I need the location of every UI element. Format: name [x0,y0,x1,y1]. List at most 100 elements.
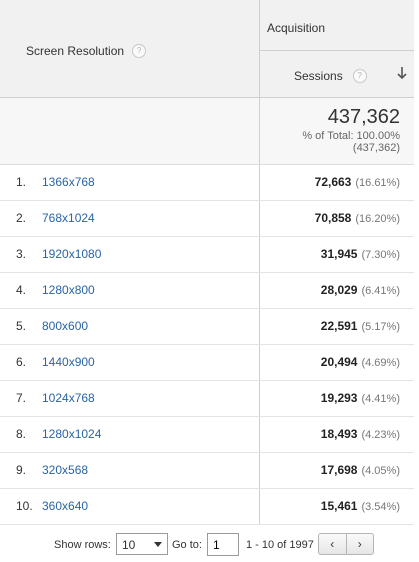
row-number: 7. [16,391,27,405]
sessions-value: 15,461 [320,499,358,513]
next-page-button[interactable]: › [345,534,374,554]
row-number: 8. [16,427,27,441]
sessions-percent: (6.41%) [361,285,400,297]
row-range-text: 1 - 10 of 1997 [246,539,314,551]
sessions-percent: (16.61%) [355,177,400,189]
resolution-link[interactable]: 1024x768 [42,391,95,405]
resolution-link[interactable]: 320x568 [42,463,89,477]
sessions-label: Sessions [294,69,343,83]
sessions-value: 28,029 [320,283,358,297]
pager-buttons: ‹ › [318,533,374,555]
column-divider [259,417,260,452]
sessions-cell: 15,461 (3.54%) [321,499,400,513]
sessions-value: 70,858 [314,211,352,225]
goto-label: Go to: [172,539,202,551]
dimension-header-label: Screen Resolution ? [26,44,147,58]
sessions-header-label: Sessions ? [294,69,367,83]
show-rows-label: Show rows: [54,539,111,551]
sessions-value: 20,494 [320,355,358,369]
column-divider [259,381,260,416]
sessions-cell: 70,858 (16.20%) [315,211,400,225]
total-sessions: 437,362 [327,106,400,128]
chevron-left-icon: ‹ [330,537,335,551]
resolution-link[interactable]: 1920x1080 [42,247,102,261]
row-number: 4. [16,283,27,297]
sessions-percent: (4.69%) [361,357,400,369]
column-divider [259,309,260,344]
sessions-column-header[interactable]: Sessions ? [260,51,414,98]
acquisition-group-header: Acquisition [260,0,414,51]
total-percent: % of Total: 100.00% [302,130,400,142]
table-row: 10. 360x640 15,461 (3.54%) [0,489,414,525]
help-icon[interactable]: ? [352,69,367,83]
sessions-cell: 19,293 (4.41%) [321,391,400,405]
sessions-percent: (4.23%) [361,429,400,441]
column-divider [259,165,260,200]
sessions-percent: (4.41%) [361,393,400,405]
sessions-value: 17,698 [320,463,358,477]
column-divider [259,345,260,380]
resolution-link[interactable]: 1440x900 [42,355,95,369]
sessions-value: 31,945 [320,247,358,261]
resolution-link[interactable]: 768x1024 [42,211,95,225]
column-divider [259,98,260,164]
table-row: 4. 1280x800 28,029 (6.41%) [0,273,414,309]
pagination-bar: Show rows: 10 Go to: 1 - 10 of 1997 ‹ › [0,531,419,562]
resolution-link[interactable]: 1366x768 [42,175,95,189]
totals-row: 437,362 % of Total: 100.00% (437,362) [0,98,414,165]
row-number: 3. [16,247,27,261]
sessions-cell: 72,663 (16.61%) [315,175,400,189]
table-row: 9. 320x568 17,698 (4.05%) [0,453,414,489]
show-rows-value: 10 [122,538,136,552]
resolution-link[interactable]: 800x600 [42,319,89,333]
sessions-percent: (16.20%) [355,213,400,225]
sessions-value: 18,493 [320,427,358,441]
table-body: 1. 1366x768 72,663 (16.61%) 2. 768x1024 7… [0,165,414,525]
sessions-percent: (4.05%) [361,465,400,477]
table-row: 6. 1440x900 20,494 (4.69%) [0,345,414,381]
total-value: (437,362) [352,142,400,154]
sessions-cell: 31,945 (7.30%) [321,247,400,261]
goto-page-input[interactable] [207,533,239,556]
dimension-header[interactable]: Screen Resolution ? [0,0,260,98]
sessions-percent: (5.17%) [361,321,400,333]
sessions-percent: (3.54%) [361,501,400,513]
row-number: 9. [16,463,27,477]
row-number: 2. [16,211,27,225]
resolution-link[interactable]: 1280x800 [42,283,95,297]
sessions-value: 19,293 [320,391,358,405]
column-divider [259,273,260,308]
chevron-right-icon: › [357,537,362,551]
sessions-percent: (7.30%) [361,249,400,261]
sessions-value: 72,663 [314,175,352,189]
sessions-cell: 18,493 (4.23%) [321,427,400,441]
sessions-cell: 22,591 (5.17%) [321,319,400,333]
column-divider [259,453,260,488]
help-icon[interactable]: ? [132,44,147,58]
resolution-link[interactable]: 1280x1024 [42,427,102,441]
acquisition-label: Acquisition [267,21,326,35]
row-number: 10. [16,499,33,513]
table-row: 1. 1366x768 72,663 (16.61%) [0,165,414,201]
sessions-cell: 28,029 (6.41%) [321,283,400,297]
resolution-link[interactable]: 360x640 [42,499,89,513]
table-row: 7. 1024x768 19,293 (4.41%) [0,381,414,417]
table-row: 5. 800x600 22,591 (5.17%) [0,309,414,345]
row-number: 1. [16,175,27,189]
previous-page-button[interactable]: ‹ [319,534,346,554]
show-rows-select[interactable]: 10 [116,533,168,555]
sessions-cell: 20,494 (4.69%) [321,355,400,369]
sessions-value: 22,591 [320,319,358,333]
table-row: 8. 1280x1024 18,493 (4.23%) [0,417,414,453]
row-number: 5. [16,319,27,333]
sessions-cell: 17,698 (4.05%) [321,463,400,477]
chevron-down-icon [154,542,162,547]
table-row: 3. 1920x1080 31,945 (7.30%) [0,237,414,273]
dimension-label: Screen Resolution [26,44,125,58]
row-number: 6. [16,355,27,369]
column-divider [259,201,260,236]
column-divider [259,237,260,272]
table-row: 2. 768x1024 70,858 (16.20%) [0,201,414,237]
column-divider [259,489,260,524]
sort-descending-icon[interactable] [396,65,408,81]
